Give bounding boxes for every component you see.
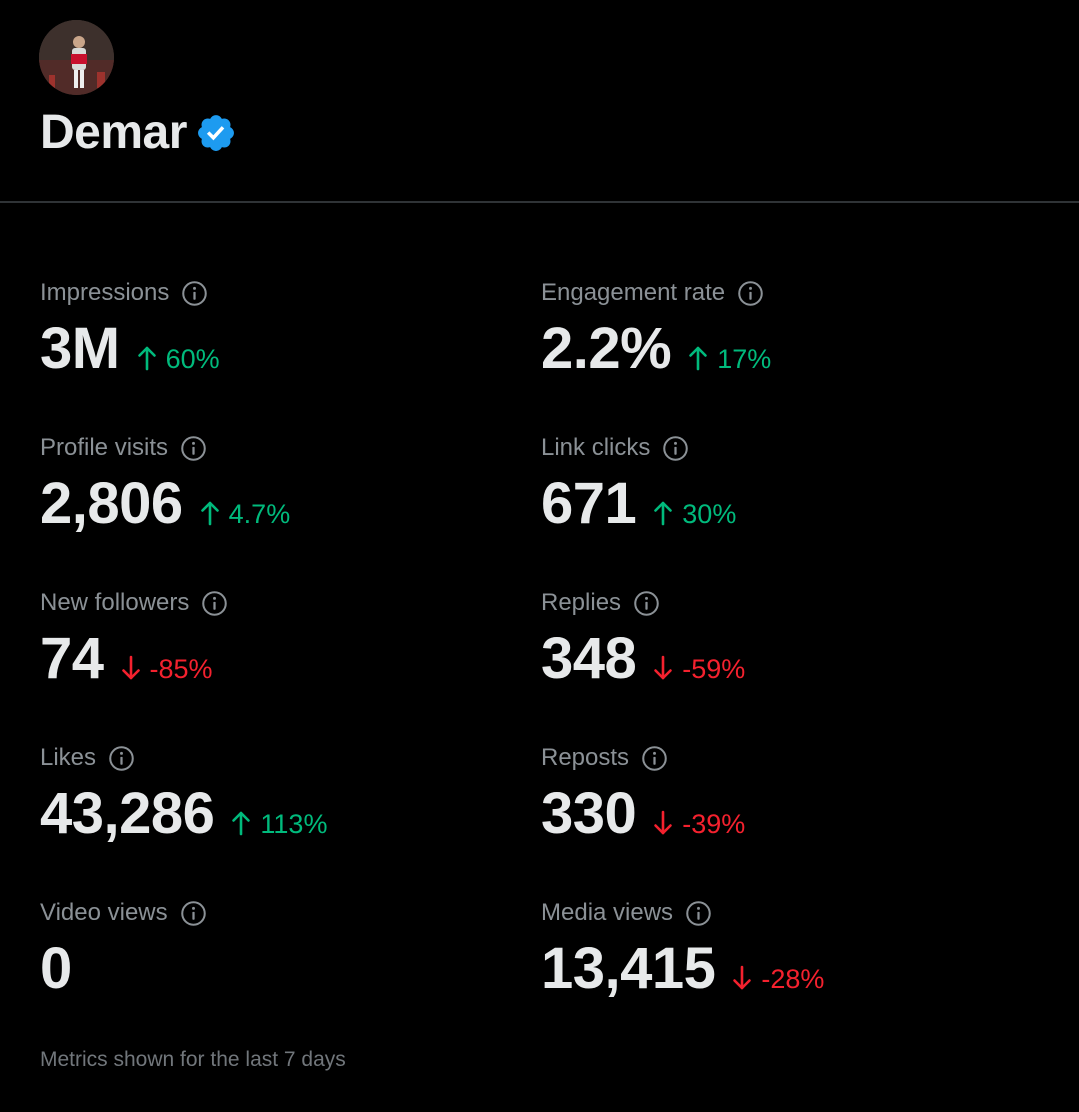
metric-change: -59% — [652, 652, 745, 683]
metric-value-row: 3M 60% — [40, 320, 540, 378]
info-icon[interactable] — [621, 590, 660, 617]
metric-label: Engagement rate — [541, 279, 726, 306]
metric-value: 13,415 — [541, 936, 716, 1001]
arrow-up-icon — [230, 807, 260, 838]
metric-label: Media views — [541, 899, 674, 926]
metric-change: -28% — [731, 962, 824, 993]
metric-change-value: 60% — [165, 344, 220, 374]
profile-name-row: Demar — [40, 104, 237, 162]
metric-change-value: 30% — [682, 499, 737, 529]
metric-change-value: 113% — [260, 809, 328, 839]
arrow-down-icon — [652, 807, 682, 838]
metric-value-row: 2,806 4.7% — [40, 475, 540, 533]
arrow-up-icon — [687, 342, 717, 373]
metric-change: 30% — [652, 497, 736, 528]
metric-reposts: Reposts 330 -39% — [541, 743, 1041, 873]
metric-label: Link clicks — [541, 434, 651, 461]
metric-label: Impressions — [40, 279, 170, 306]
metric-label-row: Likes — [40, 743, 540, 773]
info-icon[interactable] — [189, 590, 228, 617]
info-icon[interactable] — [169, 280, 208, 307]
profile-header: Demar — [0, 0, 1079, 203]
metric-change: -39% — [652, 807, 745, 838]
metric-change-value: -85% — [149, 654, 213, 684]
metric-change: -85% — [120, 652, 213, 683]
metric-label-row: Link clicks — [541, 433, 1041, 463]
metric-label: Reposts — [541, 744, 630, 771]
metric-label: Replies — [541, 589, 622, 616]
metric-value-row: 74 -85% — [40, 630, 540, 688]
metric-value-row: 13,415 -28% — [541, 940, 1041, 998]
arrow-down-icon — [120, 652, 150, 683]
metric-value-row: 348 -59% — [541, 630, 1041, 688]
metric-label-row: Reposts — [541, 743, 1041, 773]
footer-note: Metrics shown for the last 7 days — [40, 1048, 346, 1071]
metric-link-clicks: Link clicks 671 30% — [541, 433, 1041, 563]
metric-change: 4.7% — [199, 497, 291, 529]
metric-value: 3M — [40, 316, 120, 381]
arrow-down-icon — [652, 652, 682, 683]
metric-label: New followers — [40, 589, 190, 616]
metric-engagement-rate: Engagement rate 2.2% 17% — [541, 278, 1041, 408]
info-icon[interactable] — [168, 900, 207, 927]
metric-value: 74 — [40, 626, 104, 691]
metric-value: 43,286 — [40, 781, 215, 846]
info-icon[interactable] — [96, 745, 135, 772]
metric-replies: Replies 348 -59% — [541, 588, 1041, 718]
metric-value-row: 671 30% — [541, 475, 1041, 533]
metric-label-row: Profile visits — [40, 433, 540, 463]
metric-label-row: Replies — [541, 588, 1041, 618]
metric-change-value: 4.7% — [228, 499, 291, 529]
arrow-up-icon — [652, 497, 682, 528]
metric-label-row: Impressions — [40, 278, 540, 308]
avatar-image — [39, 20, 114, 95]
metric-video-views: Video views 0 — [40, 898, 540, 1028]
metric-label-row: New followers — [40, 588, 540, 618]
metric-new-followers: New followers 74 -85% — [40, 588, 540, 718]
info-icon[interactable] — [629, 745, 668, 772]
metric-impressions: Impressions 3M 60% — [40, 278, 540, 408]
metric-change: 17% — [687, 342, 771, 373]
metric-profile-visits: Profile visits 2,806 4.7% — [40, 433, 540, 563]
metric-change: 113% — [230, 807, 327, 838]
info-icon[interactable] — [673, 900, 712, 927]
metric-value: 348 — [541, 626, 637, 691]
metric-media-views: Media views 13,415 -28% — [541, 898, 1041, 1028]
profile-name[interactable]: Demar — [40, 106, 187, 159]
metric-change-value: -59% — [682, 654, 746, 684]
info-icon[interactable] — [650, 435, 689, 462]
metric-value: 671 — [541, 471, 637, 536]
metric-value-row: 0 — [40, 940, 540, 998]
arrow-down-icon — [731, 962, 761, 993]
metric-label-row: Media views — [541, 898, 1041, 928]
metric-value-row: 43,286 113% — [40, 785, 540, 843]
metric-change-value: -28% — [761, 964, 825, 994]
arrow-up-icon — [199, 497, 229, 528]
metric-value-row: 330 -39% — [541, 785, 1041, 843]
metric-change: 60% — [136, 342, 220, 373]
metric-change-value: 17% — [717, 344, 772, 374]
info-icon[interactable] — [725, 280, 764, 307]
metric-label: Likes — [40, 744, 97, 771]
metric-value-row: 2.2% 17% — [541, 320, 1041, 378]
metric-value: 2.2% — [541, 316, 672, 381]
metric-label-row: Video views — [40, 898, 540, 928]
metric-label: Video views — [40, 899, 168, 926]
metric-value: 0 — [40, 936, 72, 1001]
verified-badge-icon[interactable] — [195, 112, 237, 154]
metric-value: 2,806 — [40, 471, 183, 536]
metric-label: Profile visits — [40, 434, 169, 461]
metric-label-row: Engagement rate — [541, 278, 1041, 308]
avatar[interactable] — [39, 20, 114, 95]
metric-value: 330 — [541, 781, 637, 846]
info-icon[interactable] — [168, 435, 207, 462]
metric-likes: Likes 43,286 113% — [40, 743, 540, 873]
arrow-up-icon — [136, 342, 166, 373]
metric-change-value: -39% — [682, 809, 746, 839]
